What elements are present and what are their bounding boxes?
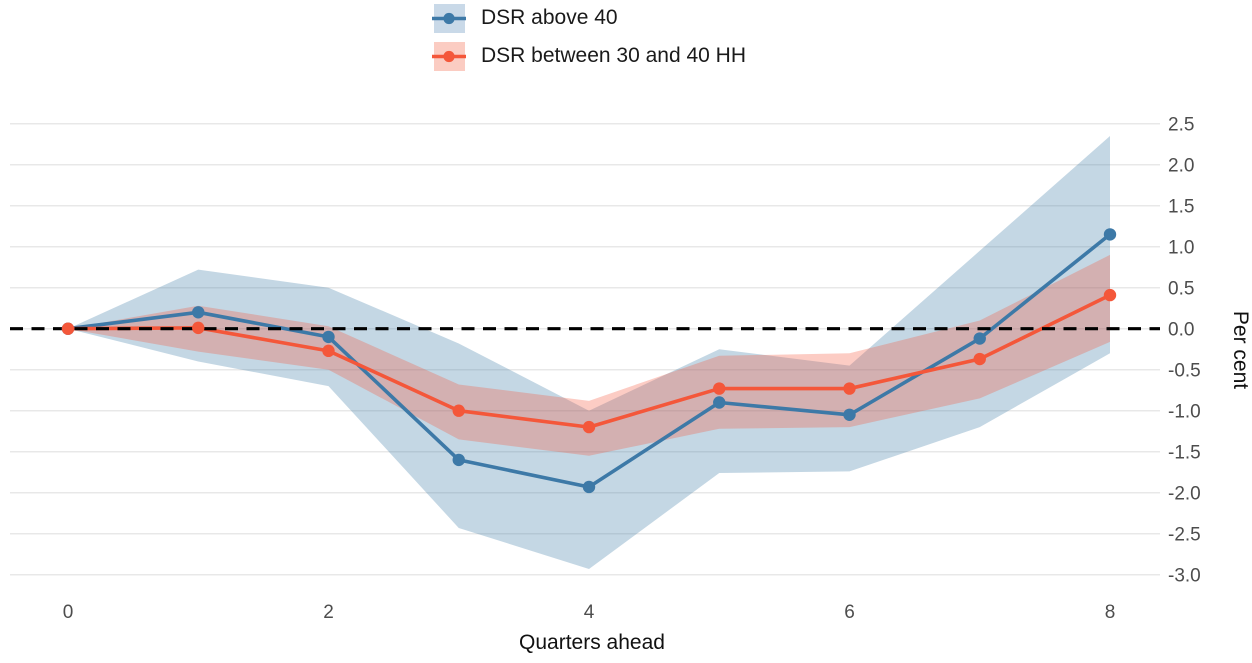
data-point: [582, 480, 596, 494]
y-tick-label: 0.5: [1168, 278, 1194, 299]
y-tick-label: 2.5: [1168, 114, 1194, 135]
confidence-band: [68, 254, 1110, 456]
confidence-band: [68, 136, 1110, 569]
legend-key-dot: [443, 50, 455, 62]
x-tick-label: 6: [844, 602, 855, 623]
y-tick-label: -2.0: [1168, 483, 1201, 504]
y-tick-label: -2.5: [1168, 524, 1201, 545]
y-tick-label: -1.0: [1168, 401, 1201, 422]
x-tick-label: 0: [63, 602, 74, 623]
x-axis-title: Quarters ahead: [519, 631, 665, 654]
data-point: [713, 396, 726, 409]
confidence-bands-layer: [68, 136, 1110, 569]
data-point: [322, 344, 335, 358]
data-point: [973, 332, 986, 345]
data-point: [1103, 228, 1117, 241]
data-point: [582, 420, 596, 434]
y-tick-label: 1.0: [1168, 237, 1194, 258]
y-tick-label: -3.0: [1168, 565, 1201, 586]
data-point: [192, 321, 205, 335]
x-tick-label: 2: [323, 602, 334, 623]
legend-item-label: DSR between 30 and 40 HH: [481, 44, 746, 67]
legend-item-dsr-above-40: DSR above 40: [432, 3, 746, 33]
y-axis-title: Per cent: [1229, 311, 1252, 389]
y-tick-label: -1.5: [1168, 442, 1201, 463]
data-point: [843, 408, 856, 421]
y-tick-label: 0.0: [1168, 319, 1194, 340]
data-point: [973, 352, 986, 366]
legend-item-dsr-30-40: DSR between 30 and 40 HH: [432, 41, 746, 71]
y-tick-label: 2.0: [1168, 155, 1194, 176]
data-point: [1103, 288, 1117, 302]
data-point: [452, 404, 465, 417]
legend-key-swatch-icon: [432, 41, 466, 71]
y-tick-label: 1.5: [1168, 196, 1194, 217]
data-point: [61, 322, 75, 335]
data-point: [192, 306, 205, 319]
legend-key-swatch-icon: [432, 3, 466, 33]
data-points-layer: [61, 228, 1117, 494]
data-point: [322, 330, 335, 344]
data-point: [452, 453, 465, 467]
data-point: [713, 382, 726, 395]
x-tick-label: 4: [584, 602, 595, 623]
legend-key-dot: [443, 12, 455, 24]
legend-item-label: DSR above 40: [481, 6, 618, 29]
x-tick-label: 8: [1105, 602, 1116, 623]
y-axis-tick-labels: 2.5 2.0 1.5 1.0 0.5 0.0 -0.5 -1.0 -1.5 -2.0 -2.5 -3…: [1168, 114, 1201, 586]
data-point: [843, 382, 856, 395]
x-axis-tick-labels: 0 2 4 6 8: [63, 602, 1116, 623]
y-tick-label: -0.5: [1168, 360, 1201, 381]
legend: DSR above 40 DSR between 30 and 40 HH: [432, 3, 746, 79]
